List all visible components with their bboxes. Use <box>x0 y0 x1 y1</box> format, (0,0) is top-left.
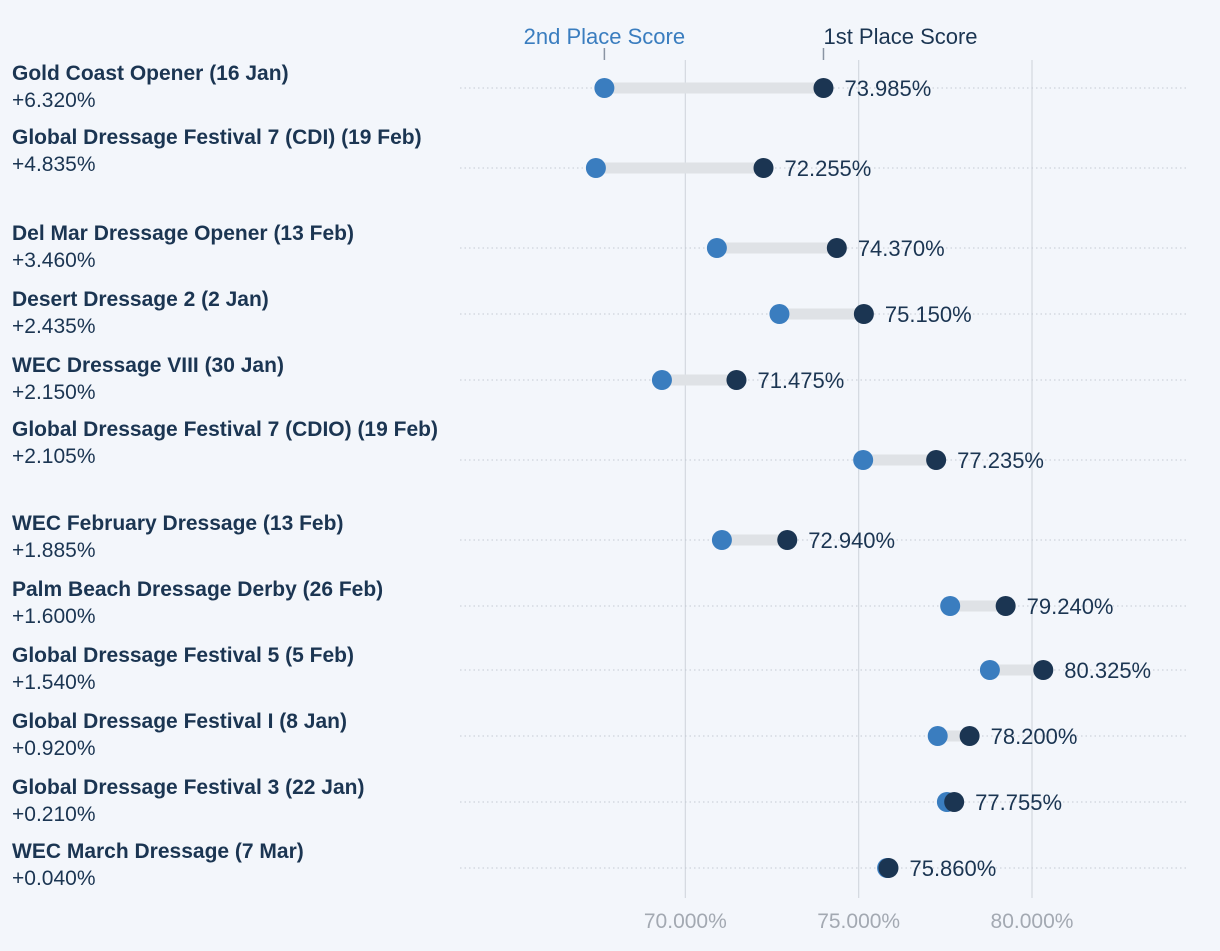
second-place-dot <box>769 304 790 324</box>
event-label: Global Dressage Festival 7 (CDI) (19 Feb… <box>12 124 457 178</box>
event-label: Desert Dressage 2 (2 Jan) +2.435% <box>12 286 457 340</box>
gridlines <box>684 60 1033 898</box>
first-place-dot <box>826 238 847 258</box>
x-tick-label: 70.000% <box>644 910 727 933</box>
first-place-value-label: 75.860% <box>909 856 996 881</box>
first-place-dot <box>944 792 965 812</box>
first-place-value-label: 71.475% <box>757 368 844 393</box>
first-place-dot <box>878 858 899 878</box>
dumbbell-bars: 73.985% 72.255% 74.370% 75.150% 71.475% 77.23… <box>585 76 1151 881</box>
second-place-dot <box>594 78 615 98</box>
x-tick-label: 80.000% <box>991 910 1074 933</box>
first-place-dot <box>753 158 774 178</box>
score-difference: +2.435% <box>12 315 96 338</box>
score-difference: +1.540% <box>12 671 96 694</box>
dumbbell-row: 78.200% <box>927 724 1078 749</box>
score-difference: +6.320% <box>12 89 96 112</box>
dumbbell-row: 74.370% <box>706 236 945 261</box>
event-label: Global Dressage Festival 7 (CDIO) (19 Fe… <box>12 416 457 470</box>
score-difference: +2.150% <box>12 381 96 404</box>
event-name: WEC March Dressage (7 Mar) <box>12 840 304 863</box>
second-place-dot <box>651 370 672 390</box>
dumbbell-row: 71.475% <box>651 368 844 393</box>
score-difference: +0.920% <box>12 737 96 760</box>
second-place-dot <box>706 238 727 258</box>
event-name: Gold Coast Opener (16 Jan) <box>12 62 289 85</box>
row-guides <box>460 87 1188 869</box>
second-place-dot <box>927 726 948 746</box>
dumbbell-row: 72.255% <box>585 156 872 181</box>
score-difference: +2.105% <box>12 445 96 468</box>
second-place-dot <box>711 530 732 550</box>
event-label: WEC March Dressage (7 Mar) +0.040% <box>12 838 457 892</box>
event-label: Del Mar Dressage Opener (13 Feb) +3.460% <box>12 220 457 274</box>
first-place-dot <box>777 530 798 550</box>
first-place-value-label: 72.940% <box>808 528 895 553</box>
first-place-dot <box>813 78 834 98</box>
event-name: Del Mar Dressage Opener (13 Feb) <box>12 222 354 245</box>
dumbbell-row: 80.325% <box>979 658 1151 683</box>
first-place-value-label: 78.200% <box>991 724 1078 749</box>
x-axis-ticks: 70.000% 75.000% 80.000% <box>644 910 1074 933</box>
dumbbell-row: 75.860% <box>877 856 996 881</box>
event-label: Global Dressage Festival 5 (5 Feb) +1.540… <box>12 642 457 696</box>
score-difference: +4.835% <box>12 153 96 176</box>
first-place-dot <box>995 596 1016 616</box>
first-place-dot <box>959 726 980 746</box>
dumbbell-row: 77.235% <box>853 448 1044 473</box>
event-name: WEC February Dressage (13 Feb) <box>12 512 344 535</box>
dumbbell-row: 72.940% <box>711 528 895 553</box>
first-place-value-label: 77.755% <box>975 790 1062 815</box>
score-difference: +0.210% <box>12 803 96 826</box>
first-place-value-label: 74.370% <box>858 236 945 261</box>
second-place-dot <box>853 450 874 470</box>
dumbbell-row: 75.150% <box>769 302 972 327</box>
first-place-dot <box>726 370 747 390</box>
legend: 2nd Place Score 1st Place Score <box>524 24 978 60</box>
first-place-value-label: 77.235% <box>957 448 1044 473</box>
second-place-dot <box>940 596 961 616</box>
first-place-value-label: 72.255% <box>785 156 872 181</box>
score-difference: +1.885% <box>12 539 96 562</box>
first-place-dot <box>1033 660 1054 680</box>
legend-first-place: 1st Place Score <box>823 24 977 49</box>
first-place-dot <box>926 450 947 470</box>
event-label: Palm Beach Dressage Derby (26 Feb) +1.600… <box>12 576 457 630</box>
event-label: WEC Dressage VIII (30 Jan) +2.150% <box>12 352 457 406</box>
score-difference: +3.460% <box>12 249 96 272</box>
event-name: Global Dressage Festival I (8 Jan) <box>12 710 347 733</box>
first-place-value-label: 75.150% <box>885 302 972 327</box>
event-labels: Gold Coast Opener (16 Jan) +6.320% Global … <box>0 0 460 946</box>
event-label: Gold Coast Opener (16 Jan) +6.320% <box>12 60 457 114</box>
score-difference: +0.040% <box>12 867 96 890</box>
first-place-value-label: 80.325% <box>1064 658 1151 683</box>
score-difference: +1.600% <box>12 605 96 628</box>
event-label: Global Dressage Festival I (8 Jan) +0.920… <box>12 708 457 762</box>
event-name: Palm Beach Dressage Derby (26 Feb) <box>12 578 384 601</box>
second-place-dot <box>979 660 1000 680</box>
event-name: Global Dressage Festival 7 (CDIO) (19 Fe… <box>12 418 438 441</box>
dumbbell-row: 73.985% <box>594 76 931 101</box>
event-name: Desert Dressage 2 (2 Jan) <box>12 288 269 311</box>
dumbbell-row: 77.755% <box>936 790 1062 815</box>
event-label: Global Dressage Festival 3 (22 Jan) +0.21… <box>12 774 457 828</box>
event-name: Global Dressage Festival 5 (5 Feb) <box>12 644 354 667</box>
legend-second-place: 2nd Place Score <box>524 24 685 49</box>
second-place-dot <box>585 158 606 178</box>
x-tick-label: 75.000% <box>817 910 900 933</box>
first-place-dot <box>853 304 874 324</box>
event-name: Global Dressage Festival 3 (22 Jan) <box>12 776 365 799</box>
event-name: Global Dressage Festival 7 (CDI) (19 Feb… <box>12 126 422 149</box>
first-place-value-label: 73.985% <box>844 76 931 101</box>
dumbbell-row: 79.240% <box>940 594 1114 619</box>
event-name: WEC Dressage VIII (30 Jan) <box>12 354 284 377</box>
event-label: WEC February Dressage (13 Feb) +1.885% <box>12 510 457 564</box>
first-place-value-label: 79.240% <box>1027 594 1114 619</box>
